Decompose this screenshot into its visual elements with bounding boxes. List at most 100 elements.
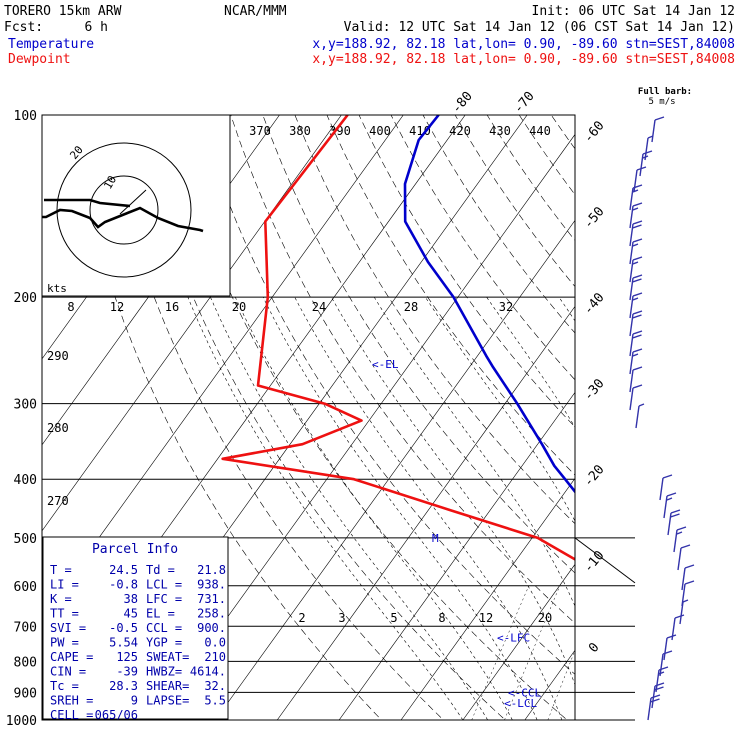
legend-temperature: Temperature bbox=[8, 37, 94, 52]
pressure-tick-label: 800 bbox=[14, 655, 37, 670]
parcel-row-label: TT = bbox=[50, 607, 79, 621]
mixing-ratio-label: 3 bbox=[338, 611, 345, 625]
parcel-row-value: 258. bbox=[197, 607, 226, 621]
theta-label: 390 bbox=[329, 124, 351, 138]
parcel-row-value: 45 bbox=[124, 607, 138, 621]
theta-left-label: 270 bbox=[47, 494, 69, 508]
parcel-row-label: LFC = bbox=[146, 592, 182, 606]
wind-barb-half bbox=[647, 135, 654, 139]
parcel-row-label: SVI = bbox=[50, 621, 86, 635]
wind-barb-flag bbox=[684, 564, 695, 569]
parcel-row-value: 4614. bbox=[190, 665, 226, 679]
wind-barb-half bbox=[676, 531, 683, 535]
wind-barb bbox=[651, 116, 665, 143]
wind-barb-flag bbox=[654, 686, 664, 691]
wind-barb bbox=[681, 564, 695, 591]
wind-barb-shaft bbox=[629, 351, 634, 375]
wind-barb-half bbox=[632, 207, 639, 211]
theta-label: 410 bbox=[409, 124, 431, 138]
wind-barb-shaft bbox=[629, 205, 634, 229]
wind-barb bbox=[629, 348, 643, 375]
wind-barb-flag bbox=[676, 526, 687, 531]
mixing-ratio-label: 20 bbox=[538, 611, 552, 625]
wind-barb-half bbox=[632, 297, 639, 301]
parcel-row-value: 28.3 bbox=[109, 679, 138, 693]
wind-barb-shaft bbox=[659, 653, 664, 677]
parcel-row-label: CCL = bbox=[146, 621, 182, 635]
parcel-row-value: -39 bbox=[116, 665, 138, 679]
wind-barb-flag bbox=[642, 150, 653, 155]
parcel-row-value: -0.5 bbox=[109, 621, 138, 635]
wind-barbs bbox=[629, 116, 695, 721]
moist-adiabat bbox=[425, 296, 575, 522]
wind-barb bbox=[655, 666, 669, 693]
wind-barb-flag bbox=[632, 202, 643, 207]
wind-barb-flag bbox=[632, 310, 643, 315]
speed-tick-label: 16 bbox=[165, 300, 179, 314]
el-marker: <-EL bbox=[372, 358, 399, 371]
mixing-ratio-label: 2 bbox=[298, 611, 305, 625]
wind-barb bbox=[635, 403, 645, 429]
wind-barb-half bbox=[682, 599, 689, 603]
isotherm-line bbox=[400, 477, 575, 720]
wind-barb-shaft bbox=[629, 241, 634, 265]
wind-barb-half bbox=[632, 189, 639, 193]
wind-barb bbox=[629, 330, 643, 357]
speed-tick-label: 24 bbox=[312, 300, 326, 314]
wind-barb-flag bbox=[632, 238, 643, 243]
pressure-tick-label: 1000 bbox=[6, 714, 37, 729]
hodograph-units: kts bbox=[47, 282, 67, 295]
parcel-row-value: 125 bbox=[116, 650, 138, 664]
wind-barb-half bbox=[632, 353, 639, 357]
wind-barb-flag bbox=[670, 513, 680, 518]
wind-barb bbox=[663, 492, 677, 519]
temperature-profile bbox=[403, 115, 575, 494]
dry-adiabat bbox=[358, 115, 575, 428]
parcel-row-value: 210 bbox=[204, 650, 226, 664]
wind-barb-flag bbox=[632, 366, 643, 371]
parcel-row-value: 5.54 bbox=[109, 636, 138, 650]
frame-diagonal bbox=[574, 537, 636, 584]
dewpoint-profile bbox=[221, 115, 575, 561]
wind-barb bbox=[629, 256, 643, 283]
theta-label: 370 bbox=[249, 124, 271, 138]
pressure-tick-label: 500 bbox=[14, 532, 37, 547]
pressure-tick-label: 100 bbox=[14, 109, 37, 124]
wind-barb-flag bbox=[632, 184, 643, 189]
hodograph-ring-20 bbox=[56, 142, 192, 278]
fcst-label: Fcst: bbox=[4, 20, 43, 35]
wind-barb-shaft bbox=[651, 119, 656, 143]
pressure-tick-label: 200 bbox=[14, 291, 37, 306]
theta-label: 380 bbox=[289, 124, 311, 138]
wind-barb-half bbox=[632, 261, 639, 265]
dry-adiabat bbox=[262, 115, 575, 574]
valid-time: Valid: 12 UTC Sat 14 Jan 12 (06 CST Sat … bbox=[344, 20, 735, 35]
wind-barb bbox=[663, 634, 677, 661]
wind-barb-flag bbox=[650, 694, 661, 699]
wind-barb bbox=[673, 526, 687, 553]
wind-barb bbox=[679, 599, 689, 625]
wind-barb-shaft bbox=[655, 669, 660, 693]
parcel-row-label: SWEAT= bbox=[146, 650, 189, 664]
wind-barb-shaft bbox=[663, 637, 668, 661]
parcel-row-value: 731. bbox=[197, 592, 226, 606]
wind-barb-flag bbox=[632, 348, 643, 353]
parcel-row-value: 065/06 bbox=[95, 708, 138, 722]
parcel-row-label: SHEAR= bbox=[146, 679, 189, 693]
theta-left-label: 290 bbox=[47, 349, 69, 363]
wind-barb-half bbox=[666, 497, 673, 501]
pressure-tick-label: 700 bbox=[14, 620, 37, 635]
wind-barb-flag bbox=[674, 614, 685, 619]
parcel-row-label: YGP = bbox=[146, 636, 182, 650]
theta-label: 420 bbox=[449, 124, 471, 138]
isotherm-line bbox=[42, 115, 404, 618]
parcel-info-title: Parcel Info bbox=[92, 542, 178, 557]
parcel-row-label: CAPE = bbox=[50, 650, 93, 664]
lfc-marker: <-LFC bbox=[497, 632, 530, 645]
moist-adiabat bbox=[373, 296, 575, 607]
pressure-tick-label: 400 bbox=[14, 473, 37, 488]
wind-barb bbox=[639, 150, 653, 177]
pressure-tick-label: 600 bbox=[14, 580, 37, 595]
parcel-row-value: -0.8 bbox=[109, 578, 138, 592]
